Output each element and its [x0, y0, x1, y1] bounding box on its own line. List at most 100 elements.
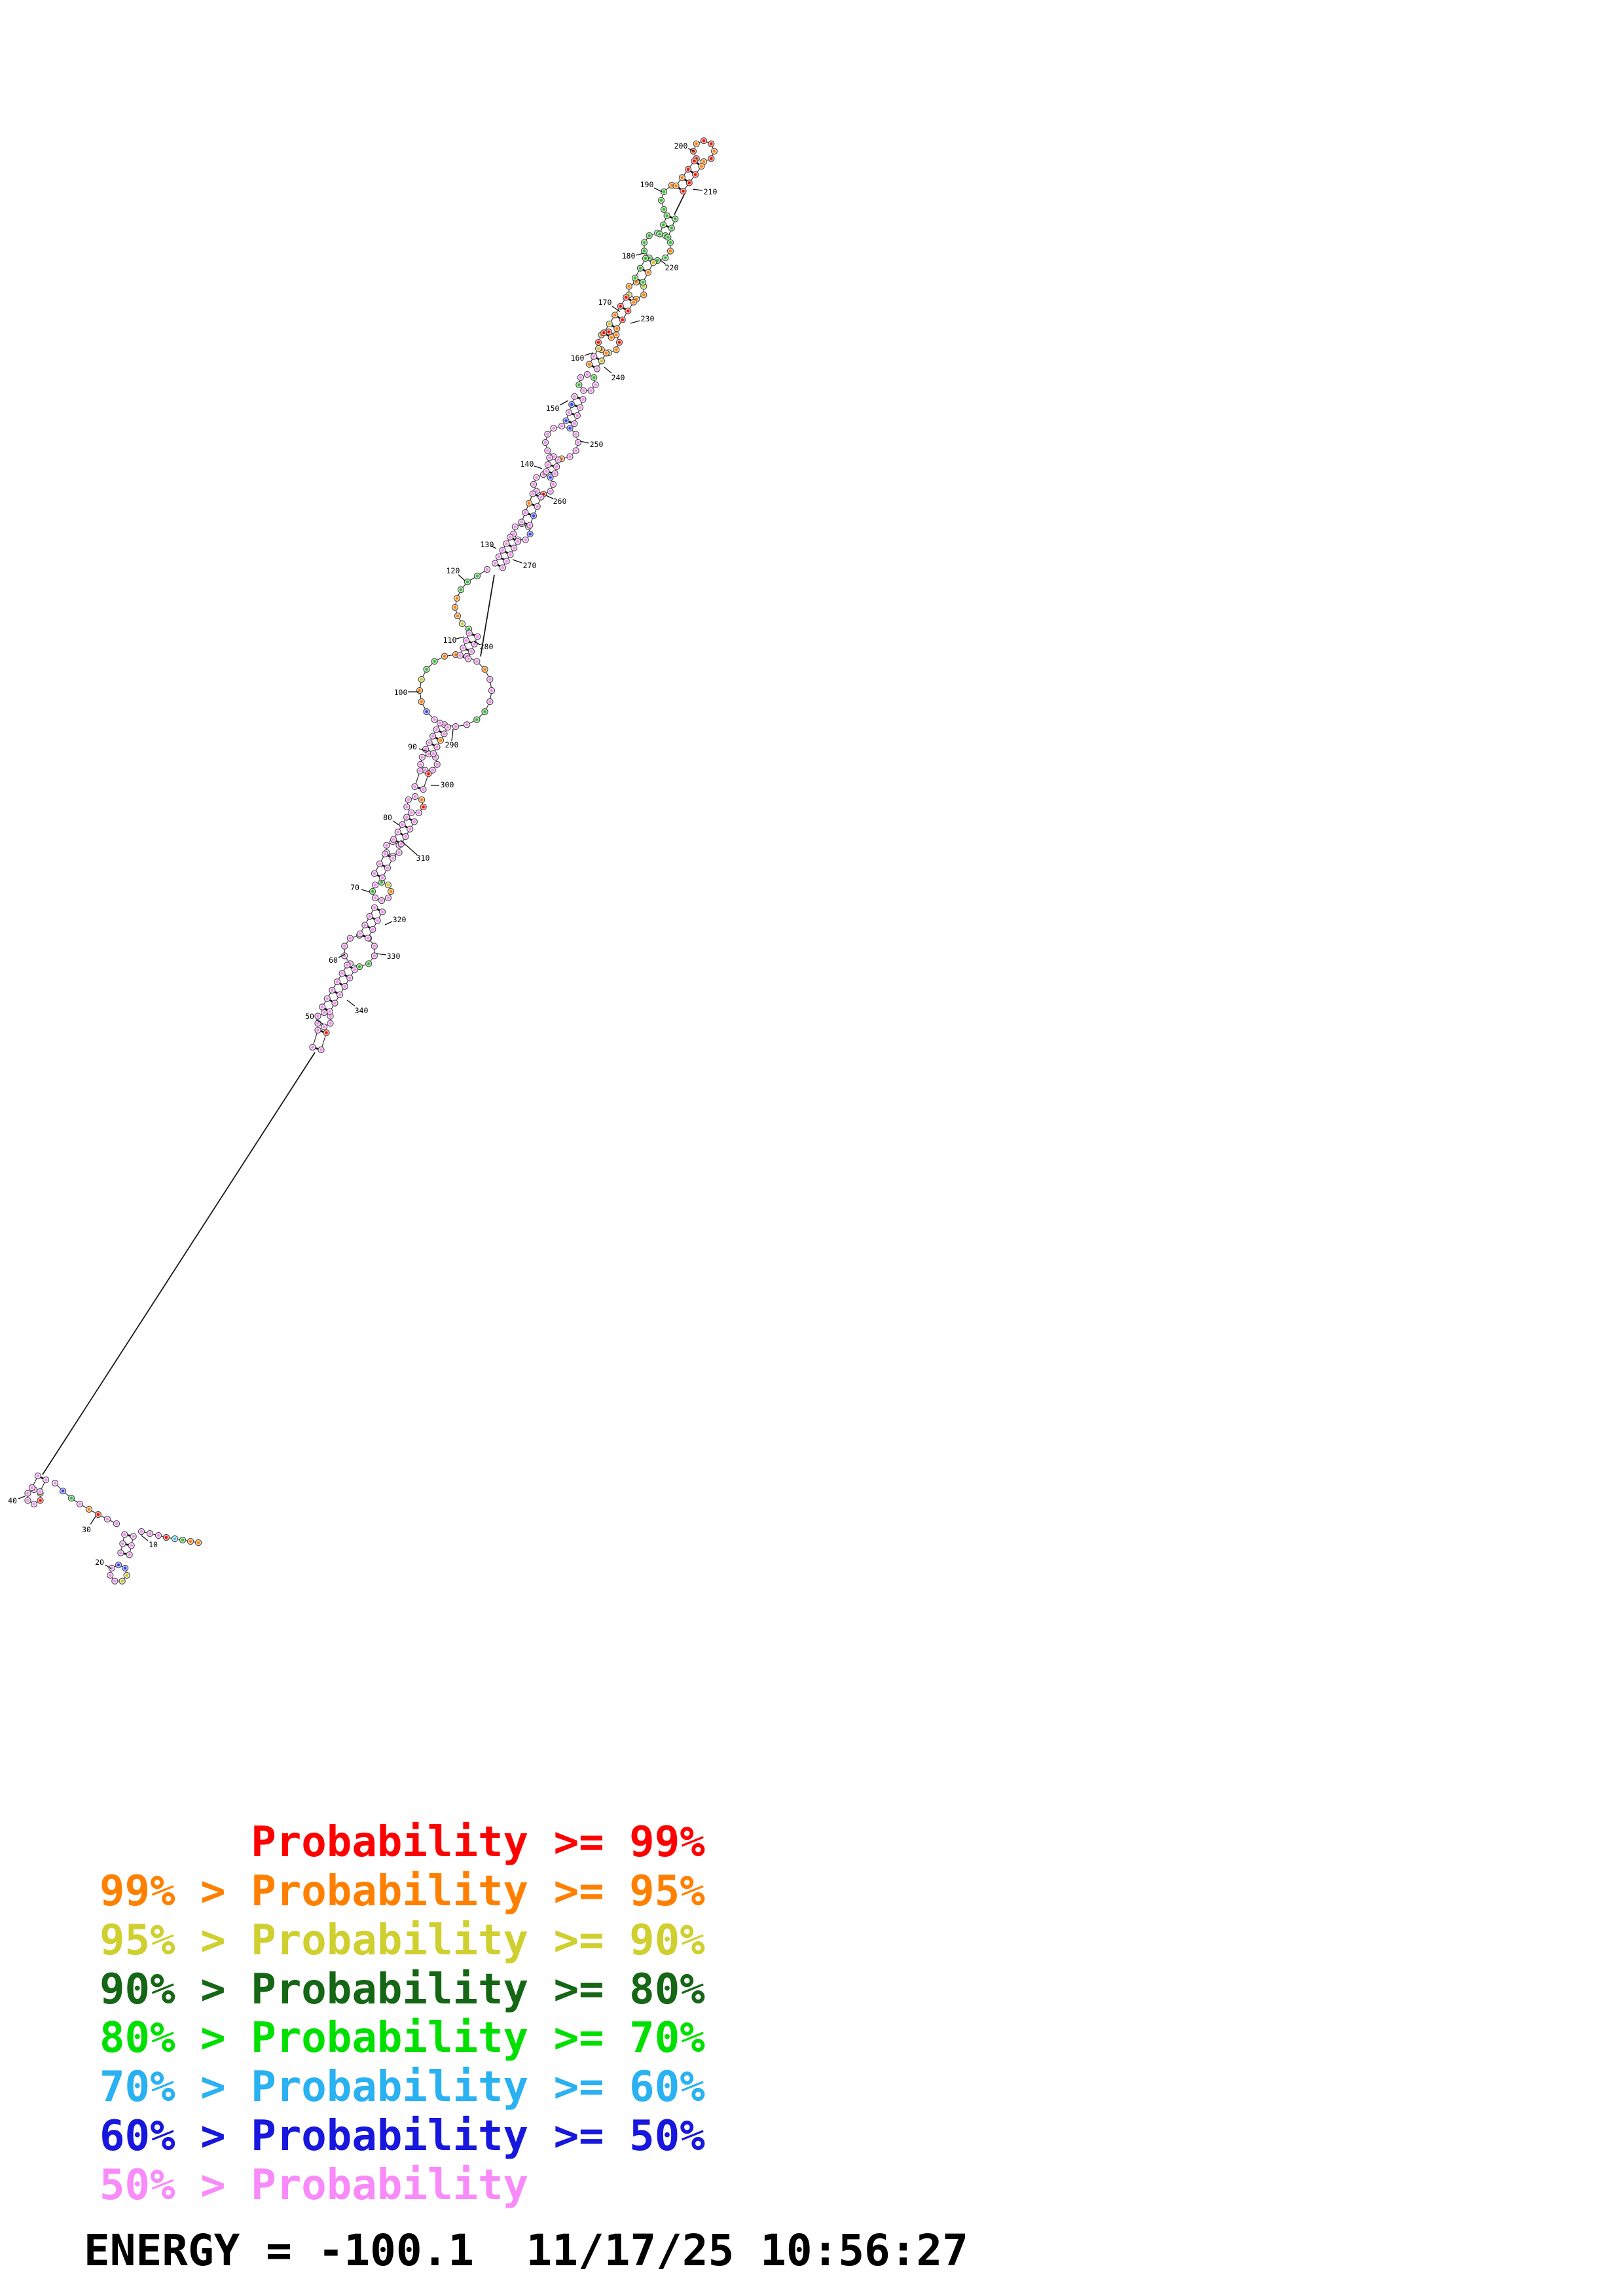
nucleotide-letter-mark: [173, 1537, 177, 1541]
nucleotide-letter-mark: [443, 732, 446, 736]
nucleotide-letter-mark: [435, 762, 439, 766]
nucleotide-letter-mark: [666, 236, 670, 239]
nucleotide-letter-mark: [38, 1490, 42, 1494]
nucleotide-letter-mark: [438, 721, 442, 725]
nucleotide-letter-mark: [115, 1522, 119, 1526]
nucleotide-letter-mark: [695, 142, 698, 145]
residue-number-label: 180: [622, 251, 636, 260]
nucleotide-letter-mark: [464, 639, 468, 642]
nucleotide-letter-mark: [121, 1542, 124, 1545]
nucleotide-letter-mark: [619, 304, 622, 308]
nucleotide-letter-mark: [328, 1010, 332, 1013]
nucleotide-letter-mark: [687, 181, 691, 185]
nucleotide-letter-mark: [553, 472, 556, 475]
residue-number-label: 340: [355, 1006, 369, 1015]
nucleotide-letter-mark: [549, 490, 552, 493]
backbone-line: [18, 1496, 26, 1499]
nucleotide-letter-mark: [647, 234, 651, 238]
nucleotide-letter-mark: [655, 259, 659, 262]
nucleotide-letter-mark: [633, 276, 637, 279]
nucleotide-letter-mark: [475, 574, 479, 578]
backbone-line: [392, 820, 400, 826]
nucleotide-letter-mark: [164, 1535, 168, 1539]
backbone-line: [473, 641, 481, 645]
nucleotide-letter-mark: [431, 768, 434, 772]
nucleotide-letter-mark: [380, 876, 384, 880]
nucleotide-letter-mark: [508, 535, 512, 539]
nucleotide-letter-mark: [316, 1022, 319, 1025]
nucleotide-letter-mark: [383, 852, 387, 856]
nucleotide-letter-mark: [454, 725, 458, 728]
backbone-line: [490, 545, 497, 549]
nucleotide-letter-mark: [587, 363, 591, 366]
nucleotide-letter-mark: [371, 889, 374, 893]
nucleotide-letter-mark: [96, 1513, 100, 1516]
nucleotide-letter-mark: [380, 910, 384, 914]
nucleotide-letter-mark: [475, 718, 479, 721]
nucleotide-letter-mark: [602, 331, 606, 334]
nucleotide-letter-mark: [424, 747, 428, 751]
nucleotide-letter-mark: [505, 560, 508, 563]
backbone-line: [604, 367, 612, 374]
residue-number-label: 90: [408, 742, 417, 751]
nucleotide-letter-mark: [545, 470, 548, 473]
nucleotide-letter-mark: [156, 1534, 160, 1537]
nucleotide-letter-mark: [373, 906, 376, 909]
nucleotide-letter-mark: [117, 1563, 120, 1567]
backbone-line: [451, 728, 454, 742]
nucleotide-letter-mark: [30, 1486, 34, 1490]
nucleotide-letter-mark: [408, 827, 412, 831]
nucleotide-letter-mark: [539, 495, 543, 499]
nucleotide-letter-mark: [552, 427, 555, 430]
nucleotide-letter-mark: [659, 198, 663, 202]
nucleotide-letter-mark: [363, 924, 367, 927]
nucleotide-letter-mark: [607, 330, 611, 334]
nucleotide-letter-mark: [641, 281, 645, 284]
nucleotide-letter-mark: [123, 1533, 126, 1536]
nucleotide-letter-mark: [592, 376, 596, 380]
residue-number-label: 140: [520, 459, 534, 469]
nucleotide-letter-mark: [32, 1502, 36, 1506]
residue-number-label: 60: [329, 956, 338, 965]
nucleotide-letter-mark: [668, 249, 672, 253]
nucleotide-letter-mark: [36, 1474, 40, 1478]
nucleotide-letter-mark: [615, 333, 618, 336]
nucleotide-letter-mark: [536, 505, 539, 509]
nucleotide-letter-mark: [132, 1535, 135, 1538]
nucleotide-letter-mark: [420, 755, 424, 759]
nucleotide-letter-mark: [570, 403, 574, 406]
nucleotide-letter-mark: [617, 340, 621, 344]
nucleotide-letter-mark: [385, 844, 388, 847]
nucleotide-letter-mark: [465, 580, 469, 584]
nucleotide-letter-mark: [453, 605, 457, 609]
nucleotide-letter-mark: [316, 1014, 319, 1018]
nucleotide-letter-mark: [345, 963, 349, 967]
nucleotide-letter-mark: [397, 851, 401, 854]
nucleotide-letter-mark: [422, 805, 425, 809]
backbone-line: [418, 748, 428, 752]
nucleotide-letter-mark: [109, 1573, 112, 1577]
nucleotide-letter-mark: [61, 1489, 65, 1493]
nucleotide-letter-mark: [475, 660, 479, 663]
nucleotide-letter-mark: [325, 1031, 328, 1035]
nucleotide-letter-mark: [549, 476, 552, 479]
nucleotide-letter-mark: [604, 351, 608, 355]
backbone-line: [579, 440, 589, 444]
nucleotide-letter-mark: [485, 567, 489, 571]
residue-number-label: 50: [305, 1012, 314, 1021]
nucleotide-letter-mark: [532, 482, 536, 486]
nucleotide-letter-mark: [527, 501, 531, 505]
nucleotide-letter-mark: [600, 359, 604, 363]
residue-number-label: 250: [590, 440, 604, 449]
nucleotide-letter-mark: [670, 183, 674, 187]
nucleotide-letter-mark: [367, 962, 371, 965]
nucleotide-letter-mark: [371, 927, 374, 931]
nucleotide-letter-mark: [373, 896, 377, 900]
nucleotide-letter-mark: [469, 650, 473, 653]
nucleotide-letter-mark: [392, 838, 395, 841]
nucleotide-letter-mark: [39, 1499, 42, 1502]
backbone-line: [316, 1019, 324, 1025]
nucleotide-letter-mark: [615, 327, 619, 331]
nucleotide-letter-mark: [320, 1005, 324, 1009]
nucleotide-letter-mark: [512, 532, 515, 536]
